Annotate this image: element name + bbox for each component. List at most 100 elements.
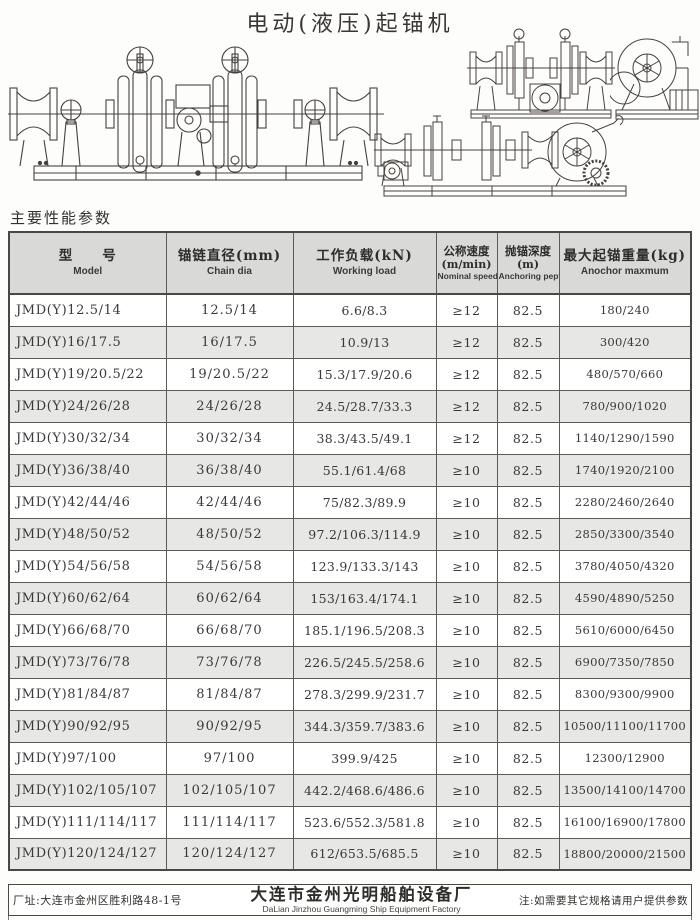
cell: 82.5 — [496, 293, 560, 327]
cut-off-row — [8, 916, 692, 920]
cell: 81/84/87 — [165, 677, 294, 711]
cell: 90/92/95 — [165, 709, 294, 743]
cell: 6.6/8.3 — [292, 293, 437, 327]
cell: 480/570/660 — [558, 357, 692, 391]
cell: JMD(Y)120/124/127 — [8, 837, 167, 871]
cell: 226.5/245.5/258.6 — [292, 645, 437, 679]
section-label: 主要性能参数 — [10, 209, 113, 227]
cell: 55.1/61.4/68 — [292, 453, 437, 487]
cell: 36/38/40 — [165, 453, 294, 487]
cell: 82.5 — [496, 389, 560, 423]
table-row: JMD(Y)111/114/117 111/114/117 523.6/552.3/… — [8, 805, 692, 839]
cell: 48/50/52 — [165, 517, 294, 551]
cell: 1140/1290/1590 — [558, 421, 692, 455]
cell: 73/76/78 — [165, 645, 294, 679]
cell: JMD(Y)36/38/40 — [8, 453, 167, 487]
table-row: JMD(Y)81/84/87 81/84/87 278.3/299.9/231.7 ≥… — [8, 677, 692, 711]
cell: ≥12 — [435, 357, 498, 391]
cell: ≥12 — [435, 325, 498, 359]
table-row: JMD(Y)36/38/40 36/38/40 55.1/61.4/68 ≥10 82.… — [8, 453, 692, 487]
cell: ≥12 — [435, 293, 498, 327]
table-row: JMD(Y)48/50/52 48/50/52 97.2/106.3/114.9 ≥1… — [8, 517, 692, 551]
cell: 4590/4890/5250 — [558, 581, 692, 615]
cell: 612/653.5/685.5 — [292, 837, 437, 871]
table-row: JMD(Y)73/76/78 73/76/78 226.5/245.5/258.6 ≥… — [8, 645, 692, 679]
cell: JMD(Y)102/105/107 — [8, 773, 167, 807]
factory-name-block: 大连市金州光明船舶设备厂 DaLian Jinzhou Guangming Sh… — [231, 885, 492, 913]
specs-table: 型 号 Model 锚链直径(mm) Chain dia 工作负载(kN) Working… — [8, 231, 692, 871]
cell: 54/56/58 — [165, 549, 294, 583]
table-row: JMD(Y)24/26/28 24/26/28 24.5/28.7/33.3 ≥12 8… — [8, 389, 692, 423]
cell: 82.5 — [496, 613, 560, 647]
cell: JMD(Y)97/100 — [8, 741, 167, 775]
cell: 3780/4050/4320 — [558, 549, 692, 583]
cell: 30/32/34 — [165, 421, 294, 455]
cell: JMD(Y)12.5/14 — [8, 293, 167, 327]
cell: 82.5 — [496, 805, 560, 839]
cell: 82.5 — [496, 773, 560, 807]
table-header: 型 号 Model 锚链直径(mm) Chain dia 工作负载(kN) Working… — [8, 231, 692, 295]
cell: JMD(Y)24/26/28 — [8, 389, 167, 423]
cell: ≥12 — [435, 389, 498, 423]
cell: 82.5 — [496, 421, 560, 455]
table-row: JMD(Y)42/44/46 42/44/46 75/82.3/89.9 ≥10 82.… — [8, 485, 692, 519]
cell: 123.9/133.3/143 — [292, 549, 437, 583]
cell: 82.5 — [496, 357, 560, 391]
cell: 12.5/14 — [165, 293, 294, 327]
cell: JMD(Y)19/20.5/22 — [8, 357, 167, 391]
cell: ≥10 — [435, 453, 498, 487]
cell: JMD(Y)111/114/117 — [8, 805, 167, 839]
cell: 8300/9300/9900 — [558, 677, 692, 711]
cell: JMD(Y)60/62/64 — [8, 581, 167, 615]
hand-crank-windlass-drawing — [372, 112, 634, 208]
cell: 82.5 — [496, 517, 560, 551]
cell: 278.3/299.9/231.7 — [292, 677, 437, 711]
page-title: 电动(液压)起锚机 — [246, 12, 454, 37]
col-header-1: 锚链直径(mm) Chain dia — [165, 231, 294, 295]
cell: 66/68/70 — [165, 613, 294, 647]
cell: 42/44/46 — [165, 485, 294, 519]
cell: JMD(Y)66/68/70 — [8, 613, 167, 647]
cell: 97.2/106.3/114.9 — [292, 517, 437, 551]
cell: JMD(Y)54/56/58 — [8, 549, 167, 583]
col-header-5: 最大起锚重量(kg) Anochor maxmum — [558, 231, 692, 295]
table-row: JMD(Y)54/56/58 54/56/58 123.9/133.3/143 ≥10… — [8, 549, 692, 583]
cell: ≥10 — [435, 709, 498, 743]
cell: 82.5 — [496, 709, 560, 743]
col-header-2: 工作负载(kN) Working load — [292, 231, 437, 295]
main-windlass-drawing — [6, 46, 386, 198]
factory-name-zh: 大连市金州光明船舶设备厂 — [250, 885, 473, 904]
cell: 300/420 — [558, 325, 692, 359]
cell: 111/114/117 — [165, 805, 294, 839]
cell: 82.5 — [496, 677, 560, 711]
cell: 82.5 — [496, 581, 560, 615]
cell: 344.3/359.7/383.6 — [292, 709, 437, 743]
cell: 60/62/64 — [165, 581, 294, 615]
cell: ≥10 — [435, 805, 498, 839]
footer-note: 注:如需要其它规格请用户提供参数 — [518, 894, 688, 907]
cell: 82.5 — [496, 549, 560, 583]
cell: ≥10 — [435, 517, 498, 551]
cell: 442.2/468.6/486.6 — [292, 773, 437, 807]
cell: ≥10 — [435, 837, 498, 871]
col-header-3: 公称速度 (m/min) Nominal speed — [435, 231, 498, 295]
cell: 75/82.3/89.9 — [292, 485, 437, 519]
side-view-windlass-drawing — [610, 26, 700, 128]
cell: 1740/1920/2100 — [558, 453, 692, 487]
cell: 82.5 — [496, 645, 560, 679]
cell: 24/26/28 — [165, 389, 294, 423]
cell: 10.9/13 — [292, 325, 437, 359]
cell: 10500/11100/11700 — [558, 709, 692, 743]
cell: JMD(Y)90/92/95 — [8, 709, 167, 743]
cell: 97/100 — [165, 741, 294, 775]
cell: 12300/12900 — [558, 741, 692, 775]
cell: 16/17.5 — [165, 325, 294, 359]
cell: 399.9/425 — [292, 741, 437, 775]
cell: 19/20.5/22 — [165, 357, 294, 391]
cell: 82.5 — [496, 741, 560, 775]
cell: ≥12 — [435, 421, 498, 455]
cell: 120/124/127 — [165, 837, 294, 871]
cell: ≥10 — [435, 613, 498, 647]
cell: ≥10 — [435, 741, 498, 775]
